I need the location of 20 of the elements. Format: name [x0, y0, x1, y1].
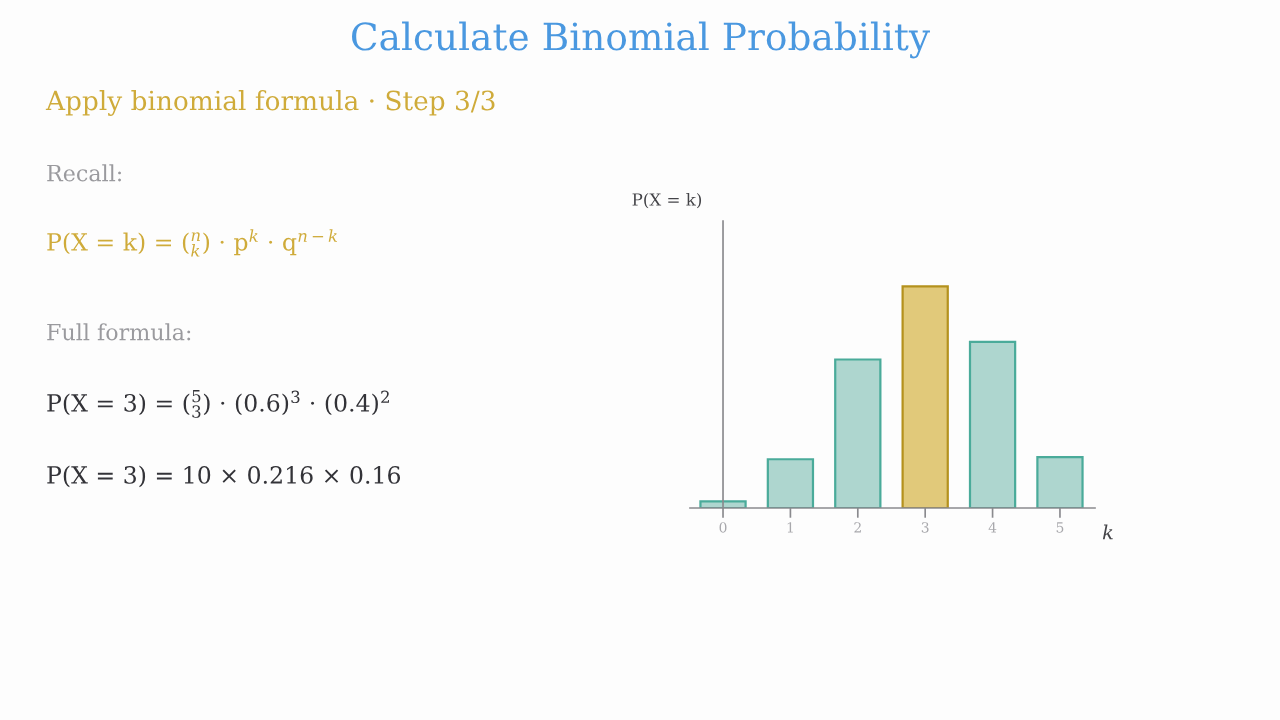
- chart-title: Calculate Binomial Probability: [352, 21, 930, 59]
- y-axis-title: P(X = k): [632, 192, 702, 209]
- text: P(X = 3) = ($^{5}$$_{3}$) · (0.6)$^{3}$ · (0.4)$^{2}$: [47, 390, 389, 418]
- x-tick-label: 3: [921, 522, 929, 533]
- bar: [766, 458, 815, 508]
- text: Full formula:: [47, 323, 191, 341]
- x-tick-label: 5: [1056, 522, 1064, 533]
- x-tick-label: 4: [988, 522, 997, 533]
- text: Apply binomial formula · Step 3/3: [45, 90, 495, 116]
- x-axis-title: k: [1102, 524, 1113, 540]
- x-tick-label: 0: [719, 522, 727, 533]
- x-tick-label: 2: [854, 522, 861, 533]
- bar: [1036, 455, 1084, 508]
- text: Recall:: [47, 164, 121, 182]
- bar: [901, 285, 949, 508]
- bar: [968, 340, 1017, 508]
- text: P(X = k) = ($^{n}$$_{k}$) · p$^{k}$ · q$^{n−k}$: [47, 229, 338, 257]
- text: P(X = 3) = 10 × 0.216 × 0.16: [47, 465, 401, 488]
- x-tick-label: 1: [787, 522, 793, 533]
- bar: [834, 358, 882, 508]
